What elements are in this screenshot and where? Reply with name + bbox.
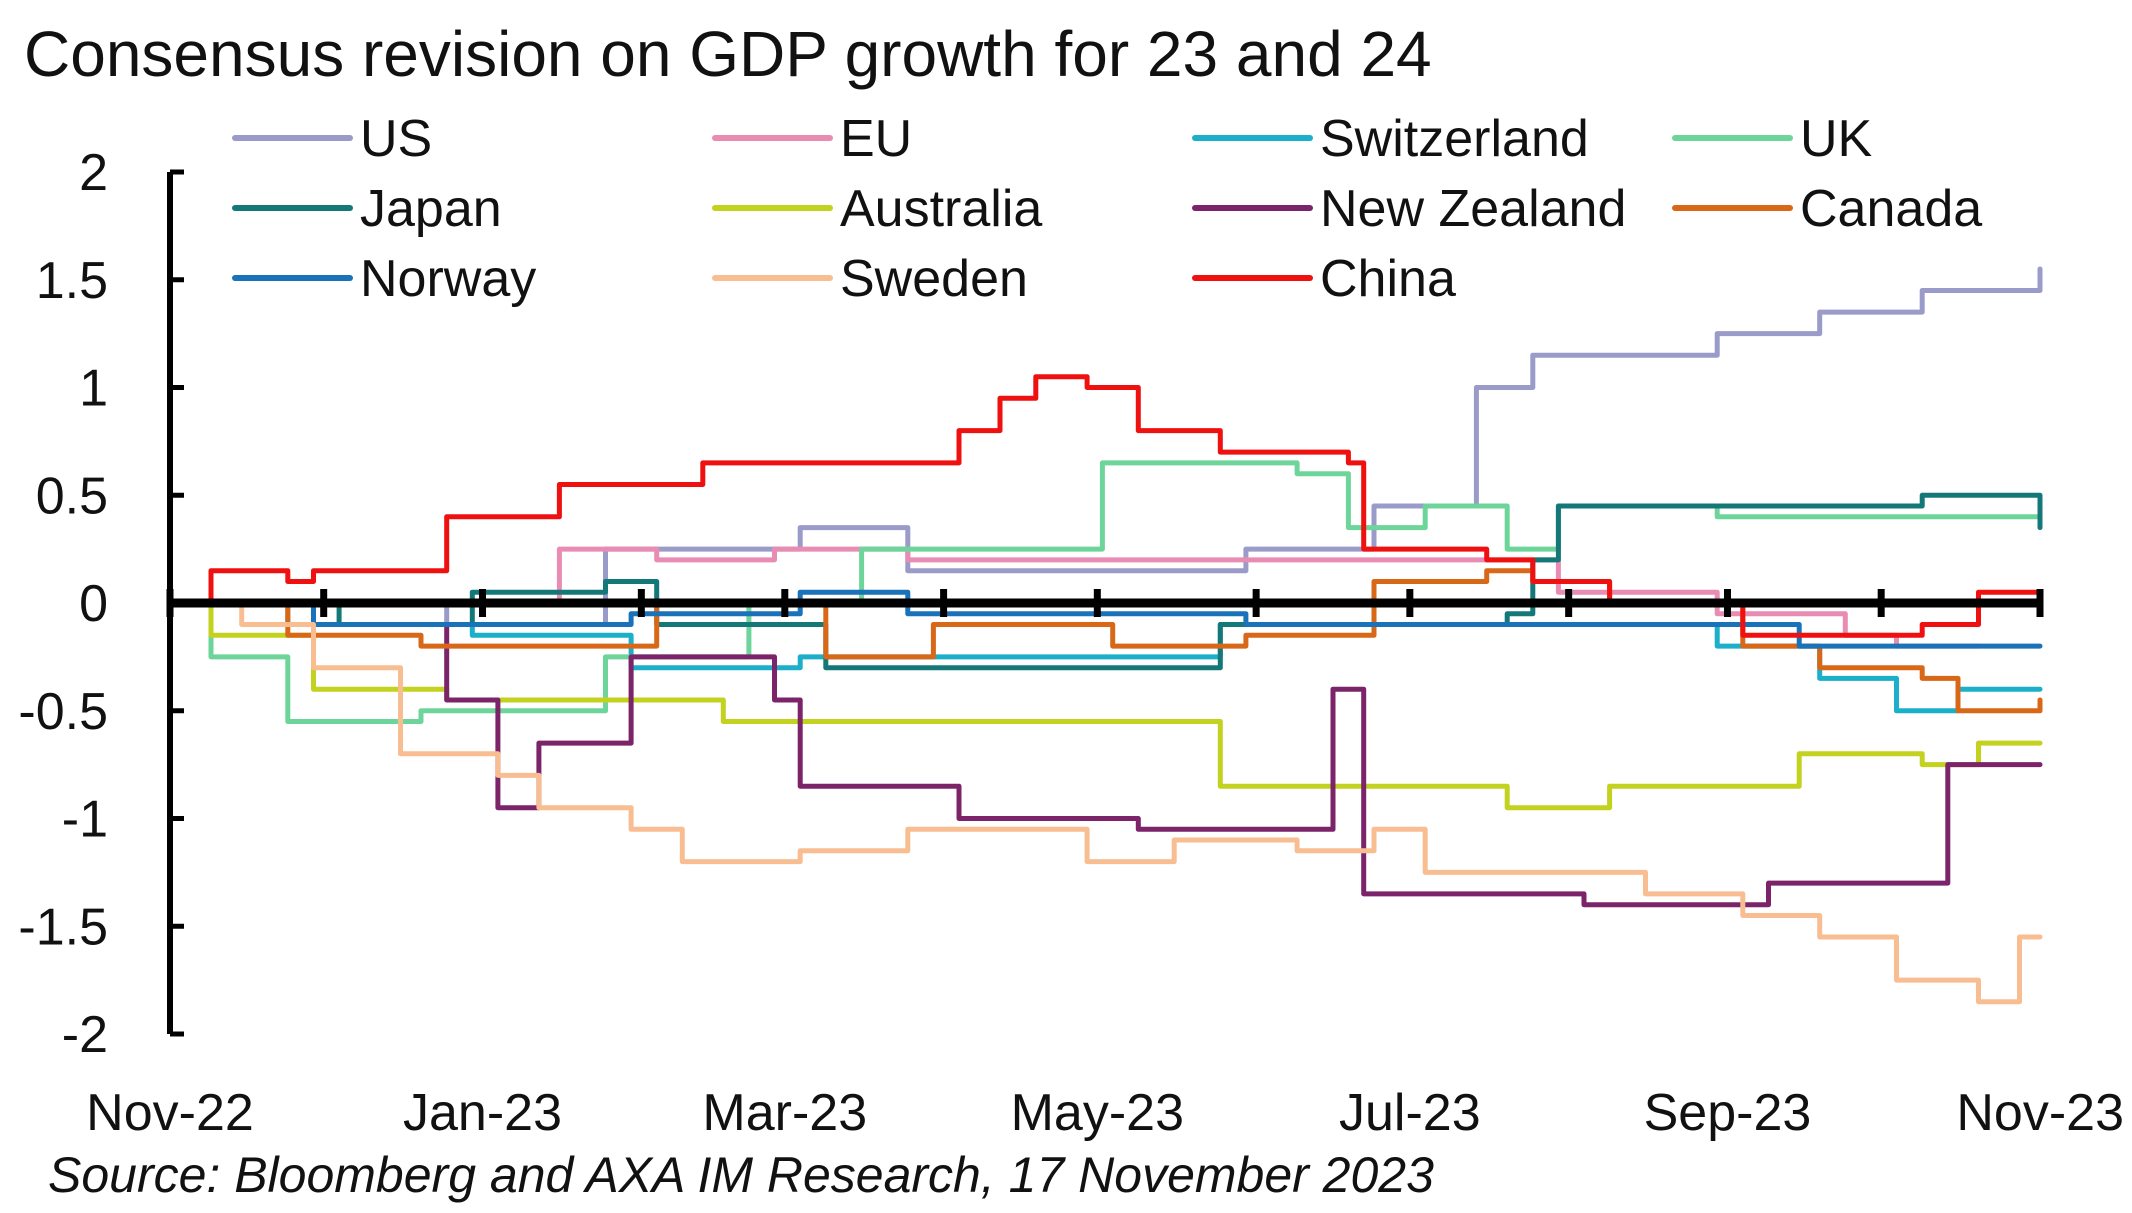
legend-label: UK bbox=[1800, 110, 1873, 168]
series-line-new-zealand bbox=[167, 600, 2043, 908]
legend-label: Norway bbox=[360, 250, 536, 308]
series-line-norway bbox=[167, 589, 2043, 649]
axis-layer: 2 1.5 1 0.5 0 -0.5 -1 -1.5 -2 Nov-22 Jan-23 Mar-23 M… bbox=[18, 144, 2124, 1142]
legend-label: EU bbox=[840, 110, 912, 168]
y-tick-label: 1 bbox=[79, 360, 108, 418]
y-tick-label: 0.5 bbox=[36, 467, 108, 525]
y-tick-label: -1 bbox=[62, 791, 108, 849]
x-tick-label: Nov-22 bbox=[86, 1084, 254, 1142]
legend-label: Sweden bbox=[840, 250, 1028, 308]
x-tick-label: Mar-23 bbox=[702, 1084, 867, 1142]
series-line-eu bbox=[167, 546, 1981, 649]
series-line-canada bbox=[167, 568, 2043, 714]
x-tick-label: Jan-23 bbox=[403, 1084, 562, 1142]
y-tick-label: 0 bbox=[79, 575, 108, 633]
chart-title: Consensus revision on GDP growth for 23 … bbox=[24, 18, 1432, 90]
legend-label: US bbox=[360, 110, 432, 168]
series-layer bbox=[167, 266, 2043, 1005]
legend: US EU Switzerland UK Japan Australia New Zeala… bbox=[232, 110, 1982, 308]
series-line-japan bbox=[167, 492, 2043, 671]
series-line-australia bbox=[167, 600, 2043, 811]
y-tick-label: 1.5 bbox=[36, 252, 108, 310]
y-tick-label: -2 bbox=[62, 1006, 108, 1064]
legend-label: Canada bbox=[1800, 180, 1982, 238]
x-tick-label: Nov-23 bbox=[1956, 1084, 2124, 1142]
legend-label: New Zealand bbox=[1320, 180, 1626, 238]
series-line-uk bbox=[167, 460, 2043, 724]
legend-label: Switzerland bbox=[1320, 110, 1589, 168]
y-tick-label: -1.5 bbox=[18, 898, 108, 956]
legend-label: Japan bbox=[360, 180, 502, 238]
legend-label: Australia bbox=[840, 180, 1042, 238]
series-line-switzerland bbox=[167, 600, 2043, 714]
legend-label: China bbox=[1320, 250, 1456, 308]
x-tick-label: Sep-23 bbox=[1644, 1084, 1812, 1142]
x-tick-label: May-23 bbox=[1011, 1084, 1184, 1142]
y-tick-label: -0.5 bbox=[18, 683, 108, 741]
series-line-sweden bbox=[167, 600, 2043, 1005]
x-tick-label: Jul-23 bbox=[1339, 1084, 1481, 1142]
y-tick-label: 2 bbox=[79, 144, 108, 202]
source-note: Source: Bloomberg and AXA IM Research, 1… bbox=[48, 1147, 1434, 1203]
series-line-us bbox=[167, 266, 2043, 627]
